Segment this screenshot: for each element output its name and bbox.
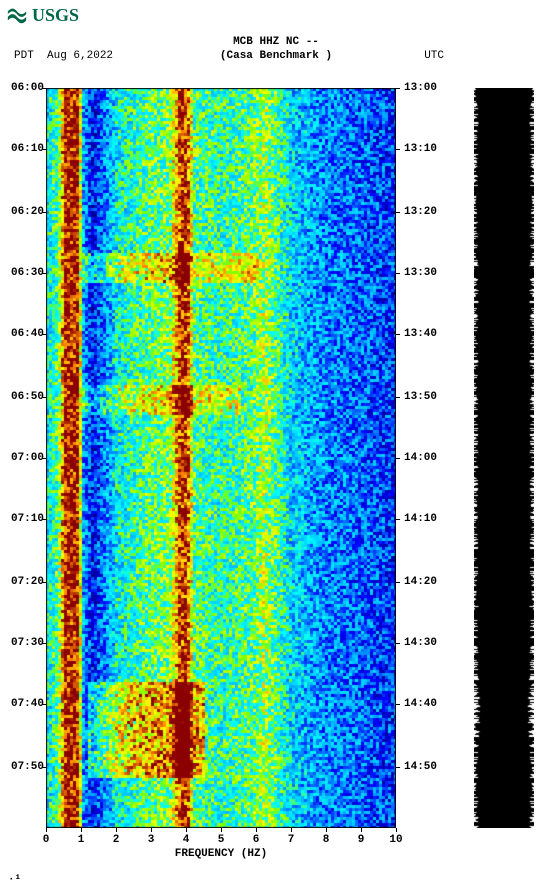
x-tick: 4	[176, 834, 196, 846]
usgs-logo: USGS	[6, 4, 79, 26]
station-code: MCB HHZ NC --	[0, 36, 552, 48]
y-left-tick: 06:10	[6, 143, 44, 155]
y-left-tick: 06:30	[6, 267, 44, 279]
y-right-tick: 13:20	[404, 206, 444, 218]
footnote: ·¹	[8, 874, 21, 886]
waveform-panel	[474, 88, 534, 828]
y-left-tick: 07:40	[6, 698, 44, 710]
y-right-tick: 14:10	[404, 513, 444, 525]
y-left-tick: 06:00	[6, 82, 44, 94]
station-name: (Casa Benchmark )	[0, 50, 552, 62]
spectrogram-canvas	[46, 88, 396, 828]
spectrogram-plot	[46, 88, 396, 828]
x-tick: 9	[351, 834, 371, 846]
x-axis-label: FREQUENCY (HZ)	[46, 848, 396, 860]
x-tick: 2	[106, 834, 126, 846]
waveform-canvas	[474, 88, 534, 828]
y-left-tick: 07:30	[6, 637, 44, 649]
y-left-tick: 07:50	[6, 761, 44, 773]
y-right-tick: 13:30	[404, 267, 444, 279]
y-right-tick: 14:00	[404, 452, 444, 464]
y-left-tick: 07:10	[6, 513, 44, 525]
y-left-tick: 06:20	[6, 206, 44, 218]
y-right-tick: 14:30	[404, 637, 444, 649]
x-tick: 8	[316, 834, 336, 846]
y-right-tick: 14:50	[404, 761, 444, 773]
y-right-tick: 14:20	[404, 576, 444, 588]
x-tick: 10	[386, 834, 406, 846]
y-right-tick: 13:40	[404, 328, 444, 340]
y-left-tick: 06:40	[6, 328, 44, 340]
y-left-tick: 07:20	[6, 576, 44, 588]
usgs-text: USGS	[32, 5, 79, 26]
y-right-tick: 13:10	[404, 143, 444, 155]
y-right-tick: 13:00	[404, 82, 444, 94]
y-left-tick: 06:50	[6, 391, 44, 403]
x-tick: 1	[71, 834, 91, 846]
y-left-tick: 07:00	[6, 452, 44, 464]
right-tz-label: UTC	[424, 50, 444, 62]
x-tick: 5	[211, 834, 231, 846]
y-right-tick: 14:40	[404, 698, 444, 710]
x-tick: 6	[246, 834, 266, 846]
x-tick: 7	[281, 834, 301, 846]
y-right-tick: 13:50	[404, 391, 444, 403]
x-tick: 3	[141, 834, 161, 846]
x-tick: 0	[36, 834, 56, 846]
